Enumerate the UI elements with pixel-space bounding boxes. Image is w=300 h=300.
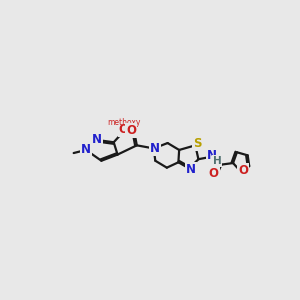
Text: O: O [209, 167, 219, 180]
Text: N: N [81, 143, 91, 157]
Text: N: N [92, 134, 102, 146]
Text: methoxy: methoxy [107, 118, 140, 127]
Text: N: N [207, 149, 217, 162]
Text: N: N [186, 163, 196, 176]
Text: O: O [126, 124, 136, 137]
Text: N: N [150, 142, 160, 155]
Text: S: S [194, 137, 202, 150]
Text: O: O [238, 164, 248, 177]
Text: O: O [119, 123, 129, 136]
Text: H: H [212, 156, 221, 166]
